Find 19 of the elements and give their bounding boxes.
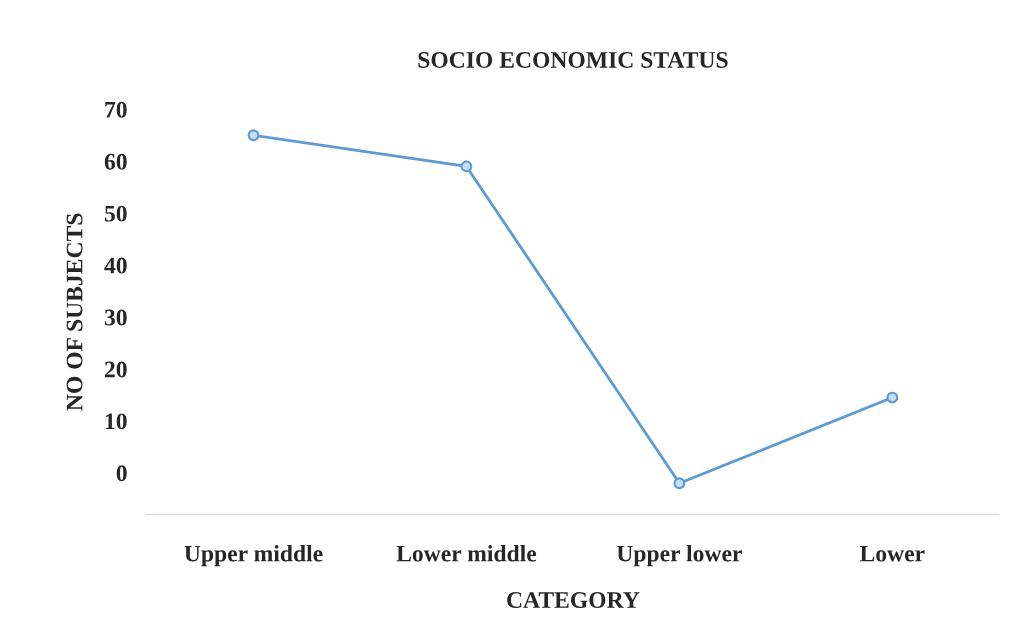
x-axis-title: CATEGORY — [507, 592, 640, 608]
y-tick-label: 20 — [104, 361, 127, 378]
y-tick-label: 30 — [104, 309, 127, 326]
point — [673, 477, 686, 490]
x-tick-label: Lower middle — [396, 544, 537, 562]
y-tick-label: 40 — [104, 257, 127, 274]
y-tick-label: 10 — [105, 413, 127, 430]
point — [886, 391, 899, 404]
x-tick-label: Lower — [859, 545, 925, 562]
y-tick-label: 70 — [105, 101, 127, 118]
point — [460, 160, 473, 173]
y-tick-label: 50 — [104, 205, 127, 222]
x-tick-label: Upper middle — [184, 544, 323, 567]
point — [247, 129, 260, 142]
x-tick-label: Upper lower — [616, 544, 742, 567]
y-tick-label: 60 — [104, 153, 127, 170]
chart-title: SOCIO ECONOMIC STATUS — [418, 52, 728, 68]
y-tick-label: 0 — [116, 465, 127, 482]
y-axis-title: NO OF SUBJECTS — [66, 213, 83, 411]
